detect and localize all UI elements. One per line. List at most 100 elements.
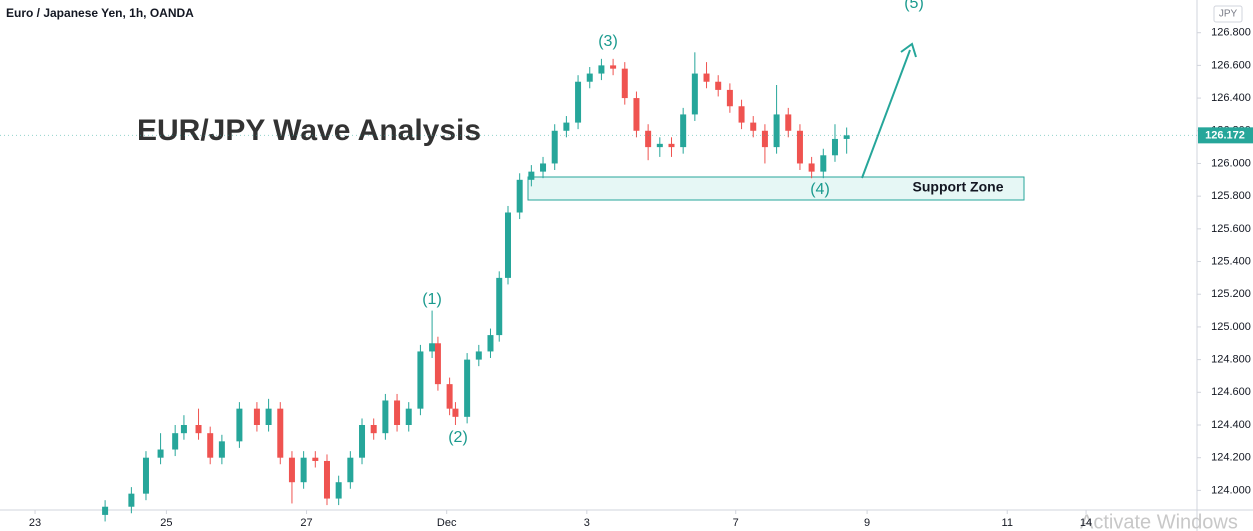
candle-body xyxy=(195,425,202,434)
candle-body xyxy=(434,343,441,385)
candle-body xyxy=(335,482,342,499)
candle-body xyxy=(288,457,295,483)
x-tick-label: Dec xyxy=(437,517,457,529)
last-value-box xyxy=(1198,127,1253,144)
x-tick-label: 14 xyxy=(1080,517,1092,529)
candle-body xyxy=(429,343,436,352)
y-tick-label: 124.000 xyxy=(1211,484,1251,496)
x-tick-label: 25 xyxy=(160,517,172,529)
currency-badge xyxy=(1213,5,1243,23)
x-tick-label: 7 xyxy=(733,517,739,529)
x-tick-label: 11 xyxy=(1002,517,1013,529)
arrow xyxy=(861,49,911,179)
y-tick-label: 126.000 xyxy=(1211,157,1251,169)
candle-body xyxy=(128,493,135,507)
candle-body xyxy=(207,433,214,458)
candle-body xyxy=(796,130,803,164)
candle-body xyxy=(487,335,494,352)
wave-label: (1) xyxy=(422,291,442,308)
y-tick-label: 125.000 xyxy=(1211,321,1251,333)
candle-body xyxy=(785,114,792,131)
currency: JPY xyxy=(1219,9,1238,20)
candle-body xyxy=(323,460,330,499)
wave-label: (2) xyxy=(448,429,468,446)
candle-body xyxy=(452,408,459,417)
y-tick-label: 125.800 xyxy=(1211,190,1251,202)
candle-body xyxy=(610,65,617,69)
candle-body xyxy=(236,408,243,442)
candle-body xyxy=(738,106,745,123)
wave-label: (3) xyxy=(598,33,618,50)
zone-label: Support Zone xyxy=(913,179,1004,195)
wave-label: (5) xyxy=(904,0,924,12)
support-zone xyxy=(527,176,1025,201)
y-tick-label: 124.600 xyxy=(1211,386,1251,398)
candle-body xyxy=(831,138,838,156)
candle-body xyxy=(563,122,570,131)
y-tick-label: 125.200 xyxy=(1211,288,1251,300)
y-tick-label: 126.600 xyxy=(1211,59,1251,71)
y-tick-label: 124.800 xyxy=(1211,354,1251,366)
candle-body xyxy=(621,68,628,99)
candle-body xyxy=(394,400,401,425)
candle-body xyxy=(726,89,733,107)
candle-body xyxy=(157,449,164,458)
candle-body xyxy=(417,351,424,409)
candle-body xyxy=(464,359,471,417)
candle-body xyxy=(773,114,780,148)
candle-body xyxy=(359,425,366,458)
candle-body xyxy=(516,179,523,213)
candle-body xyxy=(586,73,593,82)
x-tick-label: 23 xyxy=(29,517,41,529)
candle-body xyxy=(172,433,179,450)
last-value-label: 126.172 xyxy=(1205,129,1245,141)
candle-body xyxy=(633,98,640,131)
candle-body xyxy=(575,81,582,123)
candle-body xyxy=(551,130,558,164)
y-tick-label: 125.600 xyxy=(1211,223,1251,235)
candle-body xyxy=(645,130,652,148)
candle-body xyxy=(102,506,109,515)
candle-body xyxy=(808,163,815,172)
wave-label: (4) xyxy=(810,181,830,198)
chart-subtitle: Euro / Japanese Yen, 1h, OANDA xyxy=(6,6,194,20)
candle-body xyxy=(504,212,511,278)
candle-body xyxy=(347,457,354,483)
y-tick-label: 125.400 xyxy=(1211,255,1251,267)
x-tick-label: 9 xyxy=(864,517,870,529)
candle-body xyxy=(382,400,389,434)
y-tick-label: 126.400 xyxy=(1211,92,1251,104)
x-tick-label: 27 xyxy=(300,517,312,529)
candle-body xyxy=(265,408,272,425)
candle-body xyxy=(668,143,675,148)
candle-body xyxy=(142,457,149,494)
x-tick-label: 3 xyxy=(584,517,590,529)
candle-body xyxy=(680,114,687,148)
arrow-head xyxy=(900,42,917,58)
candle-body xyxy=(300,457,307,483)
y-tick-label: 124.200 xyxy=(1211,452,1251,464)
candle-body xyxy=(496,277,503,336)
candle-body xyxy=(405,408,412,425)
watermark: Activate Windows xyxy=(1080,511,1238,531)
candle-body xyxy=(540,163,547,172)
candle-body xyxy=(750,122,757,131)
candle-body xyxy=(843,135,850,139)
candle-body xyxy=(656,143,663,148)
candle-body xyxy=(370,425,377,434)
candle-body xyxy=(761,130,768,148)
candle-body xyxy=(475,351,482,360)
candle-body xyxy=(703,73,710,82)
y-tick-label: 126.800 xyxy=(1211,27,1251,39)
y-tick-label: 124.400 xyxy=(1211,419,1251,431)
chart-title: EUR/JPY Wave Analysis xyxy=(137,114,481,147)
candle-body xyxy=(277,408,284,458)
candle-body xyxy=(180,425,187,434)
candle-body xyxy=(528,171,535,180)
candle-body xyxy=(820,155,827,172)
candle-body xyxy=(218,441,225,458)
candle-body xyxy=(253,408,260,425)
candle-body xyxy=(691,73,698,115)
candle-body xyxy=(312,457,319,461)
